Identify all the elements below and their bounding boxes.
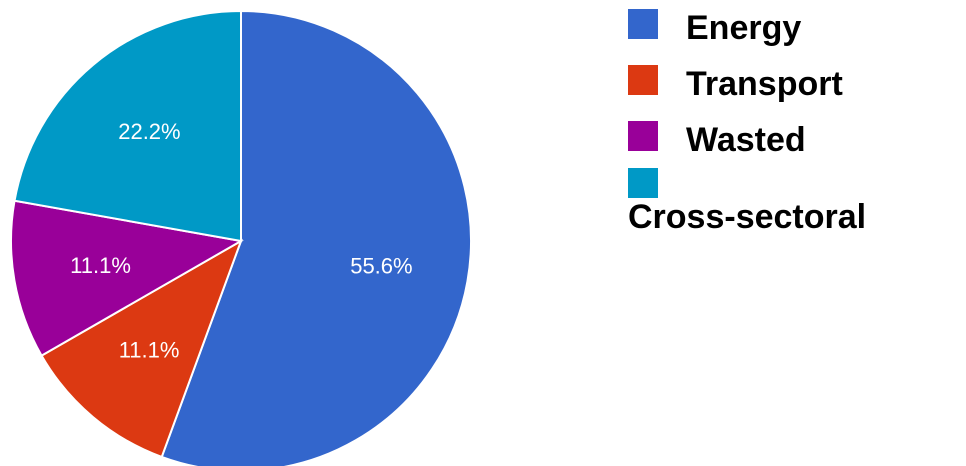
legend-swatch-transport xyxy=(628,65,658,95)
legend-item-energy: Energy xyxy=(628,0,966,56)
legend-swatch-wasted xyxy=(628,121,658,151)
pie-label-cross-sectoral: 22.2% xyxy=(118,119,180,144)
pie-label-wasted: 11.1% xyxy=(70,253,131,278)
legend-item-transport: Transport xyxy=(628,56,966,112)
pie-label-energy: 55.6% xyxy=(350,253,412,278)
chart-legend: Energy Transport Wasted Cross-sectoral xyxy=(628,0,966,258)
pie-slice-cross-sectoral xyxy=(13,9,242,243)
legend-label-cross-sectoral: Cross-sectoral xyxy=(628,198,867,236)
legend-item-cross-sectoral: Cross-sectoral xyxy=(628,168,966,258)
legend-label-wasted: Wasted xyxy=(686,121,806,159)
legend-label-transport: Transport xyxy=(686,65,843,103)
pie-slice-transport xyxy=(40,238,243,459)
legend-label-energy: Energy xyxy=(686,9,802,47)
legend-swatch-energy xyxy=(628,9,658,39)
pie-slice-energy xyxy=(160,9,472,466)
pie-slice-wasted xyxy=(10,199,244,357)
legend-item-wasted: Wasted xyxy=(628,112,966,168)
legend-swatch-cross-sectoral xyxy=(628,168,658,198)
pie-label-transport: 11.1% xyxy=(119,338,180,363)
